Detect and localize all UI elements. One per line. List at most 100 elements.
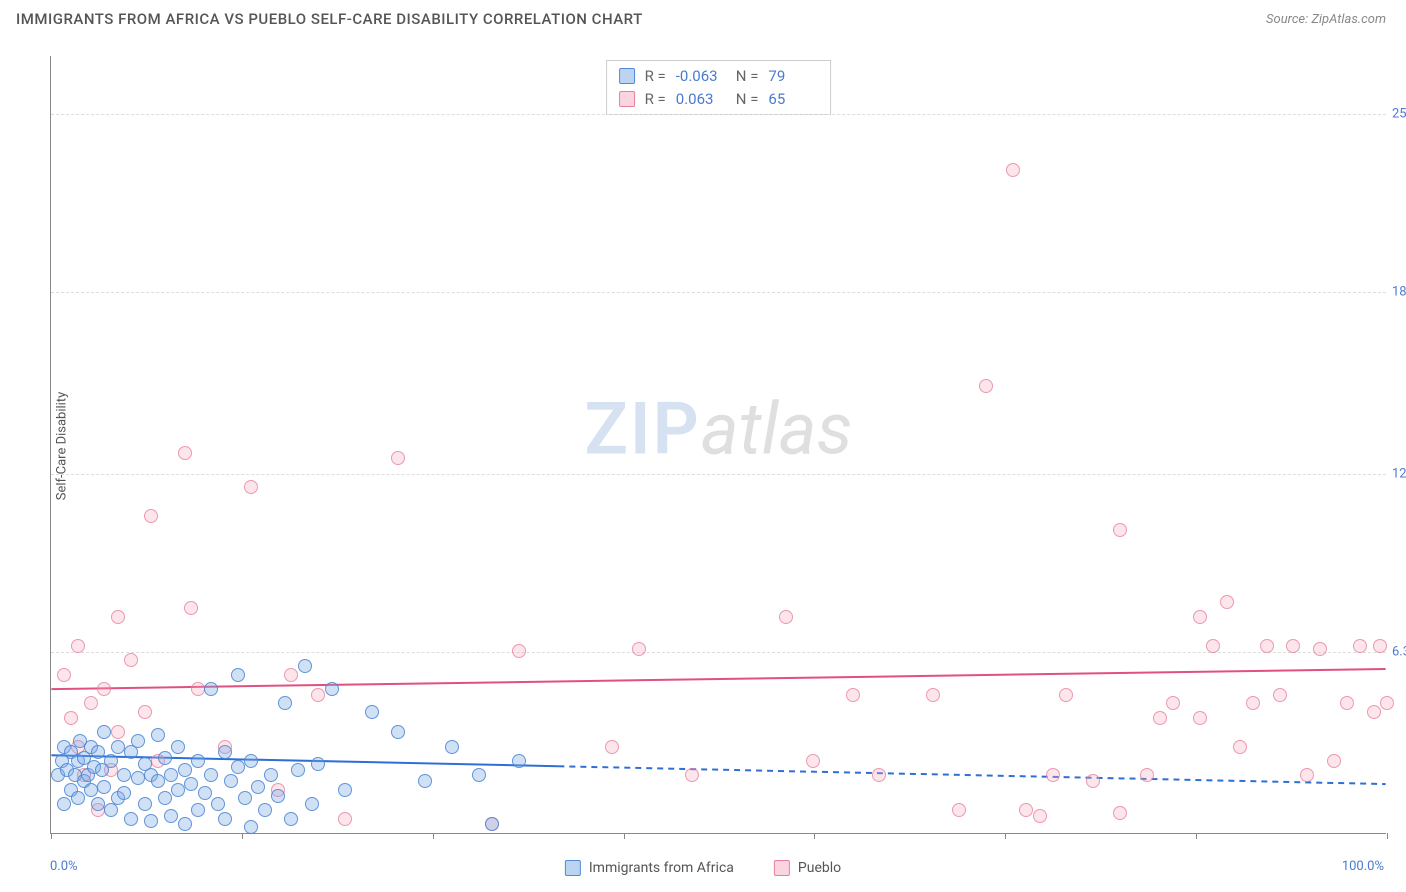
- correlation-legend: R =-0.063N =79R =0.063N =65: [606, 60, 832, 115]
- data-point: [284, 668, 298, 682]
- data-point: [926, 688, 940, 702]
- legend-label: Pueblo: [798, 860, 841, 876]
- data-point: [238, 791, 252, 805]
- chart-title: IMMIGRANTS FROM AFRICA VS PUEBLO SELF-CA…: [16, 10, 643, 28]
- data-point: [117, 768, 131, 782]
- series-legend: Immigrants from AfricaPueblo: [565, 860, 841, 876]
- y-tick-label: 6.3%: [1392, 645, 1406, 660]
- data-point: [952, 803, 966, 817]
- data-point: [305, 797, 319, 811]
- data-point: [632, 642, 646, 656]
- data-point: [144, 509, 158, 523]
- chart-header: IMMIGRANTS FROM AFRICA VS PUEBLO SELF-CA…: [0, 0, 1406, 34]
- data-point: [1380, 696, 1394, 710]
- data-point: [1166, 696, 1180, 710]
- data-point: [1353, 639, 1367, 653]
- x-tick-mark: [1005, 833, 1006, 839]
- r-value: 0.063: [676, 88, 726, 111]
- data-point: [311, 757, 325, 771]
- data-point: [1140, 768, 1154, 782]
- y-tick-label: 18.8%: [1392, 285, 1406, 300]
- data-point: [111, 725, 125, 739]
- data-point: [164, 809, 178, 823]
- n-value: 65: [768, 88, 818, 111]
- data-point: [1193, 711, 1207, 725]
- n-label: N =: [736, 65, 759, 88]
- data-point: [391, 725, 405, 739]
- x-tick-mark: [1196, 833, 1197, 839]
- data-point: [338, 783, 352, 797]
- data-point: [298, 659, 312, 673]
- data-point: [338, 812, 352, 826]
- legend-row: R =-0.063N =79: [619, 65, 819, 88]
- gridline-h: [51, 652, 1386, 653]
- x-tick-mark: [433, 833, 434, 839]
- data-point: [685, 768, 699, 782]
- data-point: [779, 610, 793, 624]
- data-point: [846, 688, 860, 702]
- legend-swatch: [619, 91, 635, 107]
- legend-swatch: [774, 860, 790, 876]
- data-point: [91, 745, 105, 759]
- data-point: [512, 644, 526, 658]
- data-point: [1086, 774, 1100, 788]
- data-point: [311, 688, 325, 702]
- data-point: [218, 745, 232, 759]
- data-point: [57, 797, 71, 811]
- data-point: [191, 682, 205, 696]
- data-point: [57, 668, 71, 682]
- watermark-zip: ZIP: [584, 386, 700, 471]
- data-point: [131, 771, 145, 785]
- data-point: [1059, 688, 1073, 702]
- n-value: 79: [768, 65, 818, 88]
- data-point: [138, 705, 152, 719]
- data-point: [198, 786, 212, 800]
- data-point: [184, 777, 198, 791]
- data-point: [264, 768, 278, 782]
- data-point: [485, 817, 499, 831]
- data-point: [1113, 806, 1127, 820]
- data-point: [1367, 705, 1381, 719]
- data-point: [1046, 768, 1060, 782]
- data-point: [244, 754, 258, 768]
- data-point: [158, 751, 172, 765]
- data-point: [178, 763, 192, 777]
- data-point: [97, 682, 111, 696]
- data-point: [124, 812, 138, 826]
- trend-lines: [51, 56, 1386, 833]
- data-point: [131, 734, 145, 748]
- source-attribution: Source: ZipAtlas.com: [1266, 12, 1386, 27]
- data-point: [1327, 754, 1341, 768]
- data-point: [171, 740, 185, 754]
- x-axis-min: 0.0%: [50, 859, 78, 874]
- data-point: [1206, 639, 1220, 653]
- data-point: [418, 774, 432, 788]
- data-point: [164, 768, 178, 782]
- data-point: [178, 446, 192, 460]
- data-point: [1153, 711, 1167, 725]
- data-point: [244, 820, 258, 834]
- data-point: [97, 780, 111, 794]
- x-tick-mark: [242, 833, 243, 839]
- data-point: [124, 653, 138, 667]
- source-label: Source:: [1266, 12, 1308, 27]
- data-point: [271, 789, 285, 803]
- data-point: [84, 783, 98, 797]
- data-point: [445, 740, 459, 754]
- data-point: [158, 791, 172, 805]
- data-point: [1193, 610, 1207, 624]
- data-point: [191, 754, 205, 768]
- data-point: [1286, 639, 1300, 653]
- data-point: [231, 668, 245, 682]
- data-point: [178, 817, 192, 831]
- data-point: [117, 786, 131, 800]
- data-point: [104, 754, 118, 768]
- gridline-h: [51, 474, 1386, 475]
- watermark: ZIPatlas: [584, 386, 852, 471]
- legend-swatch: [565, 860, 581, 876]
- data-point: [111, 740, 125, 754]
- legend-swatch: [619, 68, 635, 84]
- data-point: [244, 480, 258, 494]
- data-point: [979, 379, 993, 393]
- data-point: [111, 610, 125, 624]
